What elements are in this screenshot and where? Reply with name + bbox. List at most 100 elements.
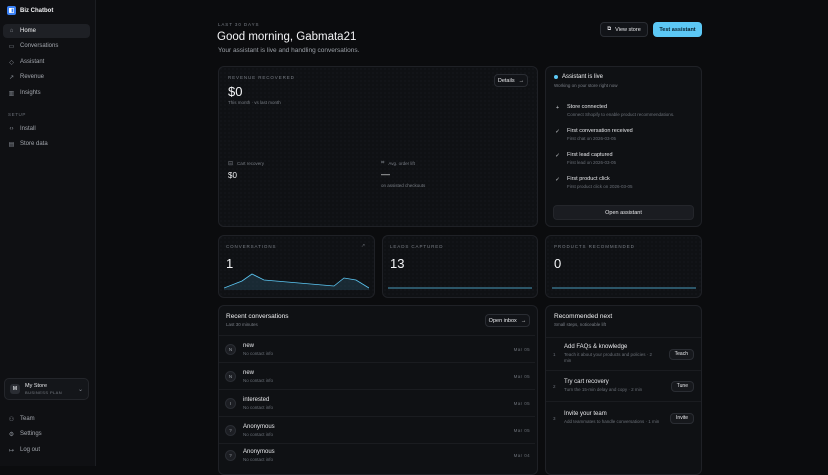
leads-sparkline [388, 287, 532, 289]
revenue-card [218, 66, 538, 227]
conversation-row[interactable]: N new No contact info Mar 05 [219, 335, 535, 362]
conversation-row[interactable]: N new No contact info Mar 05 [219, 362, 535, 389]
conversation-name: new [243, 342, 255, 349]
open-assistant-button[interactable]: Open assistant [553, 205, 694, 220]
trend-icon: ↗ [8, 74, 15, 81]
details-button[interactable]: Details → [494, 74, 528, 87]
assistant-status-title: Assistant is live [562, 74, 604, 80]
conversation-sub: No contact info [243, 377, 274, 383]
conversation-avatar: N [225, 370, 236, 382]
check-icon: ✓ [555, 153, 560, 159]
conversation-name: Anonymous [243, 448, 275, 455]
recent-conversations-card [218, 305, 538, 475]
check-icon: ✓ [555, 129, 560, 135]
brand-name: Biz Chatbot [20, 7, 54, 14]
conversation-name: new [243, 369, 255, 376]
nav-item-conversations[interactable]: ▭ Conversations [3, 39, 90, 53]
recommended-number: 2 [553, 383, 556, 389]
cart-recovery-value: $0 [228, 171, 237, 180]
conversation-sub: No contact info [243, 404, 274, 410]
invite-button[interactable]: Invite [670, 412, 694, 424]
leads-stat-card[interactable] [382, 235, 538, 298]
store-switcher[interactable]: M My Store BUSINESS PLAN ⌄ [4, 378, 89, 400]
conversation-date: Mar 05 [513, 427, 530, 433]
recommended-item-sub: Turn the 15-min delay and copy · 2 min [564, 386, 643, 392]
team-icon: ⚇ [8, 416, 15, 423]
tune-button[interactable]: Tune [670, 380, 694, 392]
nav-item-label: Conversations [20, 43, 59, 49]
order-lift-note: on assisted checkouts [381, 183, 426, 188]
nav-item-home[interactable]: ⌂ Home [3, 24, 90, 38]
arrow-right-icon: → [520, 317, 527, 324]
test-assistant-button[interactable]: Test assistant [653, 22, 702, 37]
conversation-row[interactable]: I interested No contact info Mar 05 [219, 389, 535, 416]
plus-icon: + [555, 105, 560, 111]
conversation-avatar: I [225, 397, 236, 409]
conversation-sub: No contact info [243, 456, 274, 462]
conversation-row[interactable]: ? Anonymous No contact info Mar 04 [219, 443, 535, 466]
recommended-item-title: Add FAQs & knowledge [564, 343, 628, 350]
cart-icon: ⊟ [228, 161, 234, 167]
nav-item-insights[interactable]: ▥ Insights [3, 86, 90, 100]
test-assistant-label: Test assistant [659, 26, 696, 33]
assistant-icon: ◇ [9, 59, 14, 66]
cart-recovery-label-row: ⊟ Cart recovery [228, 160, 264, 167]
recommended-item: 3 Invite your team Add teammates to handl… [546, 401, 701, 434]
nav-item-team[interactable]: ⚇ Team [3, 412, 90, 426]
setup-step: ✓ First conversation received First chat … [554, 128, 633, 141]
conversation-sub: No contact info [243, 431, 274, 437]
view-store-button[interactable]: ⧉ View store [600, 22, 648, 37]
nav-item-store-data[interactable]: ▤ Store data [3, 137, 90, 151]
code-icon: ‹› [9, 126, 14, 132]
recommended-item-sub: Add teammates to handle conversations · … [564, 418, 660, 424]
external-link-icon: ⧉ [607, 26, 612, 32]
nav-item-revenue[interactable]: ↗ Revenue [3, 70, 90, 84]
setup-step: + Store connected Connect Shopify to enab… [554, 104, 674, 117]
conversations-stat-card[interactable] [218, 235, 375, 298]
sidebar: ◧ Biz Chatbot ⌂ Home ▭ Conversations ◇ A… [0, 0, 96, 466]
order-lift-label-row: ⌗ Avg. order lift [381, 160, 415, 167]
products-sparkline [552, 287, 696, 289]
recent-conversations-subtitle: Last 30 minutes [226, 322, 258, 327]
nav-item-assistant[interactable]: ◇ Assistant [3, 55, 90, 69]
products-value: 0 [554, 256, 562, 271]
gear-icon: ⚙ [8, 431, 15, 438]
conversation-row[interactable]: ? Anonymous No contact info Mar 05 [219, 416, 535, 443]
conversation-avatar: ? [225, 449, 236, 461]
recommended-subtitle: Small steps, noticeable lift [554, 322, 607, 327]
recommended-item: 1 Add FAQs & knowledge Teach it about you… [546, 337, 701, 370]
conversation-sub: No contact info [243, 350, 274, 356]
live-dot-icon [554, 75, 558, 79]
store-avatar: M [10, 384, 20, 394]
products-stat-card[interactable] [545, 235, 702, 298]
date-range-kicker: LAST 30 DAYS [218, 22, 260, 27]
step-title: First product click [567, 176, 610, 182]
revenue-value: $0 [228, 84, 243, 99]
brand[interactable]: ◧ Biz Chatbot [7, 6, 53, 15]
step-title: First lead captured [567, 152, 613, 158]
database-icon: ▤ [8, 141, 15, 148]
open-inbox-button[interactable]: Open inbox → [485, 314, 530, 327]
recommended-item-title: Invite your team [564, 410, 607, 417]
assistant-status-row: Assistant is live [554, 74, 603, 80]
nav-item-install[interactable]: ‹› Install [3, 122, 90, 136]
nav-item-log-out[interactable]: ↦ Log out [3, 443, 90, 457]
nav-item-settings[interactable]: ⚙ Settings [3, 427, 90, 441]
nav-item-label: Home [20, 28, 37, 34]
conversation-name: Anonymous [243, 423, 275, 430]
step-title: First conversation received [567, 128, 633, 134]
setup-step: ✓ First lead captured First lead on 2026-… [554, 152, 616, 165]
order-lift-label: Avg. order lift [388, 161, 415, 166]
conversations-value: 1 [226, 256, 234, 271]
assistant-status-subtitle: Working on your store right now [554, 83, 618, 88]
nav-item-label: Team [20, 416, 35, 422]
home-icon: ⌂ [9, 28, 14, 34]
teach-button[interactable]: Teach [668, 348, 694, 360]
recommended-number: 3 [553, 415, 556, 421]
recommended-item: 2 Try cart recovery Turn the 15-min delay… [546, 370, 701, 401]
recommended-number: 1 [553, 351, 556, 357]
nav-item-label: Settings [20, 431, 42, 437]
leads-value: 13 [390, 256, 405, 271]
recommended-item-sub: Teach it about your products and policie… [564, 351, 653, 363]
order-lift-value: — [381, 169, 390, 179]
